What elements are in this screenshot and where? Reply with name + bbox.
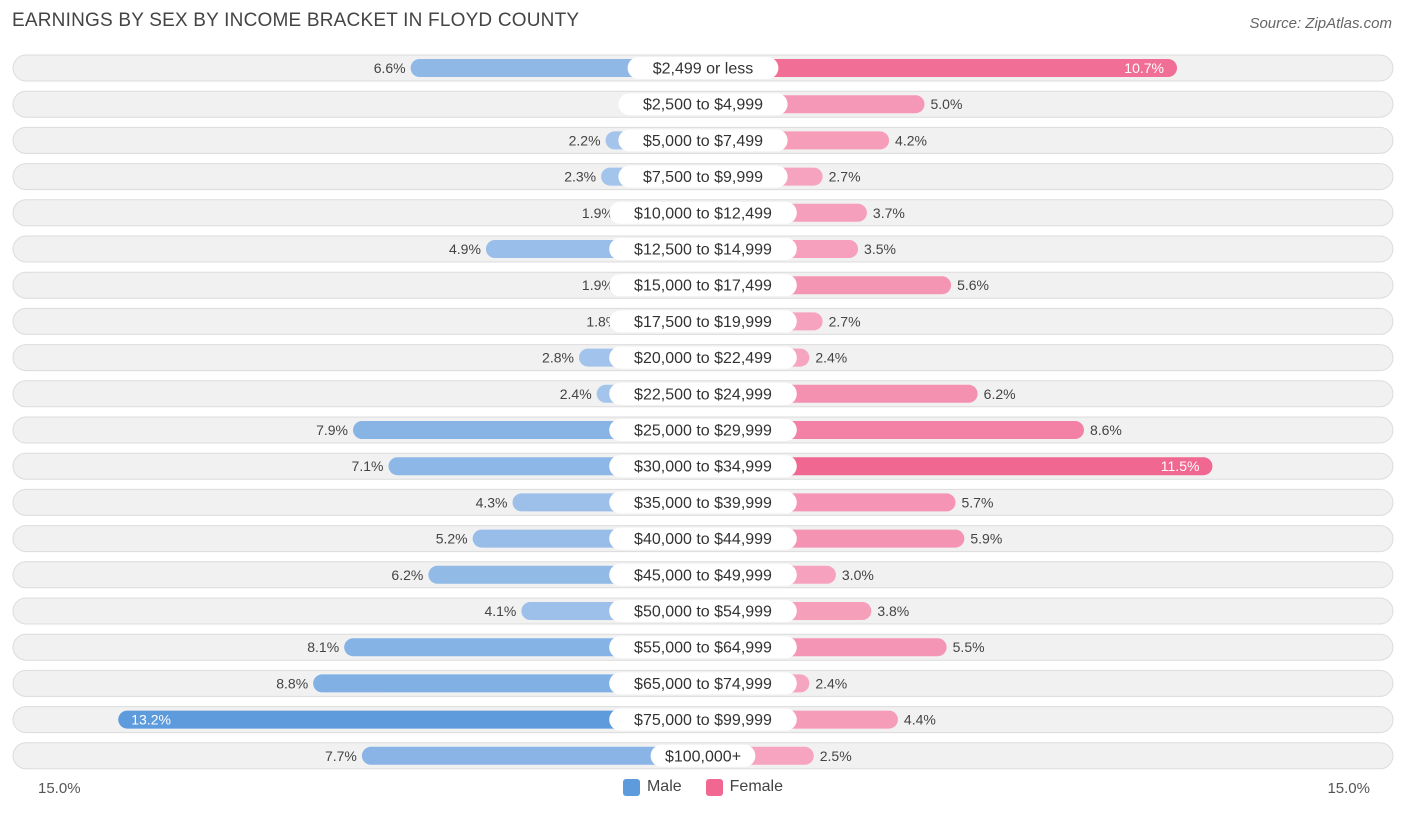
bar-male[interactable] xyxy=(361,746,703,765)
category-pill xyxy=(609,708,797,731)
value-label-male: 2.8% xyxy=(542,350,574,366)
category-pill xyxy=(609,419,797,441)
value-label-male: 2.3% xyxy=(564,169,596,185)
value-label-female: 4.4% xyxy=(904,712,936,728)
category-label: $7,500 to $9,999 xyxy=(643,169,763,186)
value-label-male: 13.2% xyxy=(131,712,171,728)
value-label-male: 6.2% xyxy=(391,567,423,583)
value-label-male: 5.2% xyxy=(436,531,468,547)
value-label-male: 6.6% xyxy=(374,60,406,76)
value-label-female: 3.7% xyxy=(873,205,905,221)
legend-item-male[interactable]: Male xyxy=(622,778,682,796)
value-label-female: 11.5% xyxy=(1161,458,1200,474)
legend-swatch-female xyxy=(705,778,723,796)
category-label: $55,000 to $64,999 xyxy=(634,640,772,657)
value-label-male: 1.9% xyxy=(582,277,614,293)
legend-item-female[interactable]: Female xyxy=(705,778,784,796)
value-label-female: 2.7% xyxy=(829,169,861,185)
value-label-female: 5.9% xyxy=(970,531,1002,547)
category-pill xyxy=(609,527,797,550)
legend-label-male: Male xyxy=(646,778,682,795)
value-label-male: 2.4% xyxy=(560,386,592,402)
axis-max-label: 15.0% xyxy=(1327,780,1370,797)
value-label-female: 2.4% xyxy=(815,675,847,691)
value-label-female: 2.7% xyxy=(829,313,861,329)
category-pill xyxy=(609,310,797,333)
value-label-female: 8.6% xyxy=(1090,422,1122,438)
category-pill xyxy=(609,455,797,478)
axis-min-label: 15.0% xyxy=(38,780,81,797)
category-label: $35,000 to $39,999 xyxy=(634,495,772,512)
value-label-female: 3.5% xyxy=(864,241,896,257)
legend: Male Female xyxy=(0,778,1406,796)
category-pill xyxy=(609,274,797,297)
source-credit: Source: ZipAtlas.com xyxy=(1249,15,1392,32)
value-label-female: 6.2% xyxy=(984,386,1016,402)
value-label-female: 5.0% xyxy=(931,96,963,112)
category-label: $25,000 to $29,999 xyxy=(634,423,772,440)
category-label: $30,000 to $34,999 xyxy=(634,459,772,476)
value-label-male: 7.9% xyxy=(316,422,348,438)
category-pill xyxy=(609,382,797,405)
value-label-female: 3.8% xyxy=(877,603,909,619)
value-label-female: 5.5% xyxy=(953,639,985,655)
value-label-male: 4.9% xyxy=(449,241,481,257)
value-label-female: 2.4% xyxy=(815,350,847,366)
value-label-female: 3.0% xyxy=(842,567,874,583)
legend-label-female: Female xyxy=(729,778,784,795)
category-pill xyxy=(650,744,756,767)
category-label: $12,500 to $14,999 xyxy=(634,242,772,259)
value-label-male: 8.1% xyxy=(307,639,339,655)
category-label: $22,500 to $24,999 xyxy=(634,386,772,403)
category-pill xyxy=(609,636,797,659)
bar-female[interactable] xyxy=(703,457,1213,476)
category-label: $10,000 to $12,499 xyxy=(634,205,772,222)
value-label-male: 4.1% xyxy=(484,603,516,619)
category-pill xyxy=(609,563,797,586)
bar-male[interactable] xyxy=(313,674,703,693)
category-label: $45,000 to $49,999 xyxy=(634,567,772,584)
category-label: $40,000 to $44,999 xyxy=(634,531,772,548)
category-pill xyxy=(627,57,779,79)
value-label-female: 10.7% xyxy=(1124,60,1164,76)
legend-swatch-male xyxy=(622,778,640,796)
value-label-female: 2.5% xyxy=(820,748,852,764)
category-pill xyxy=(618,93,788,116)
value-label-female: 5.6% xyxy=(957,277,989,293)
value-label-male: 4.3% xyxy=(476,494,508,510)
category-label: $15,000 to $17,499 xyxy=(634,278,772,295)
category-label: $17,500 to $19,999 xyxy=(634,314,772,331)
category-label: $20,000 to $22,499 xyxy=(634,350,772,367)
category-label: $50,000 to $54,999 xyxy=(634,604,772,621)
value-label-male: 7.7% xyxy=(325,748,357,764)
value-label-male: 7.1% xyxy=(352,458,384,474)
category-label: $100,000+ xyxy=(665,748,741,765)
bar-female[interactable] xyxy=(703,59,1178,77)
category-label: $65,000 to $74,999 xyxy=(634,676,772,693)
bar-male[interactable] xyxy=(118,710,704,729)
chart-title: EARNINGS BY SEX BY INCOME BRACKET IN FLO… xyxy=(12,10,580,31)
value-label-female: 5.7% xyxy=(962,494,994,510)
category-pill xyxy=(609,238,797,260)
bar-female[interactable] xyxy=(703,421,1084,439)
value-label-male: 2.2% xyxy=(569,132,601,148)
category-label: $5,000 to $7,499 xyxy=(643,133,763,150)
category-pill xyxy=(609,346,797,369)
category-pill xyxy=(618,129,788,152)
value-label-male: 8.8% xyxy=(276,675,308,691)
category-pill xyxy=(609,491,797,514)
category-pill xyxy=(609,600,797,622)
value-label-female: 4.2% xyxy=(895,132,927,148)
category-pill xyxy=(609,201,797,224)
value-label-male: 1.9% xyxy=(582,205,614,221)
category-label: $2,500 to $4,999 xyxy=(643,97,763,114)
category-label: $2,499 or less xyxy=(653,61,754,78)
category-pill xyxy=(618,165,788,188)
category-pill xyxy=(609,672,797,695)
category-label: $75,000 to $99,999 xyxy=(634,712,772,729)
